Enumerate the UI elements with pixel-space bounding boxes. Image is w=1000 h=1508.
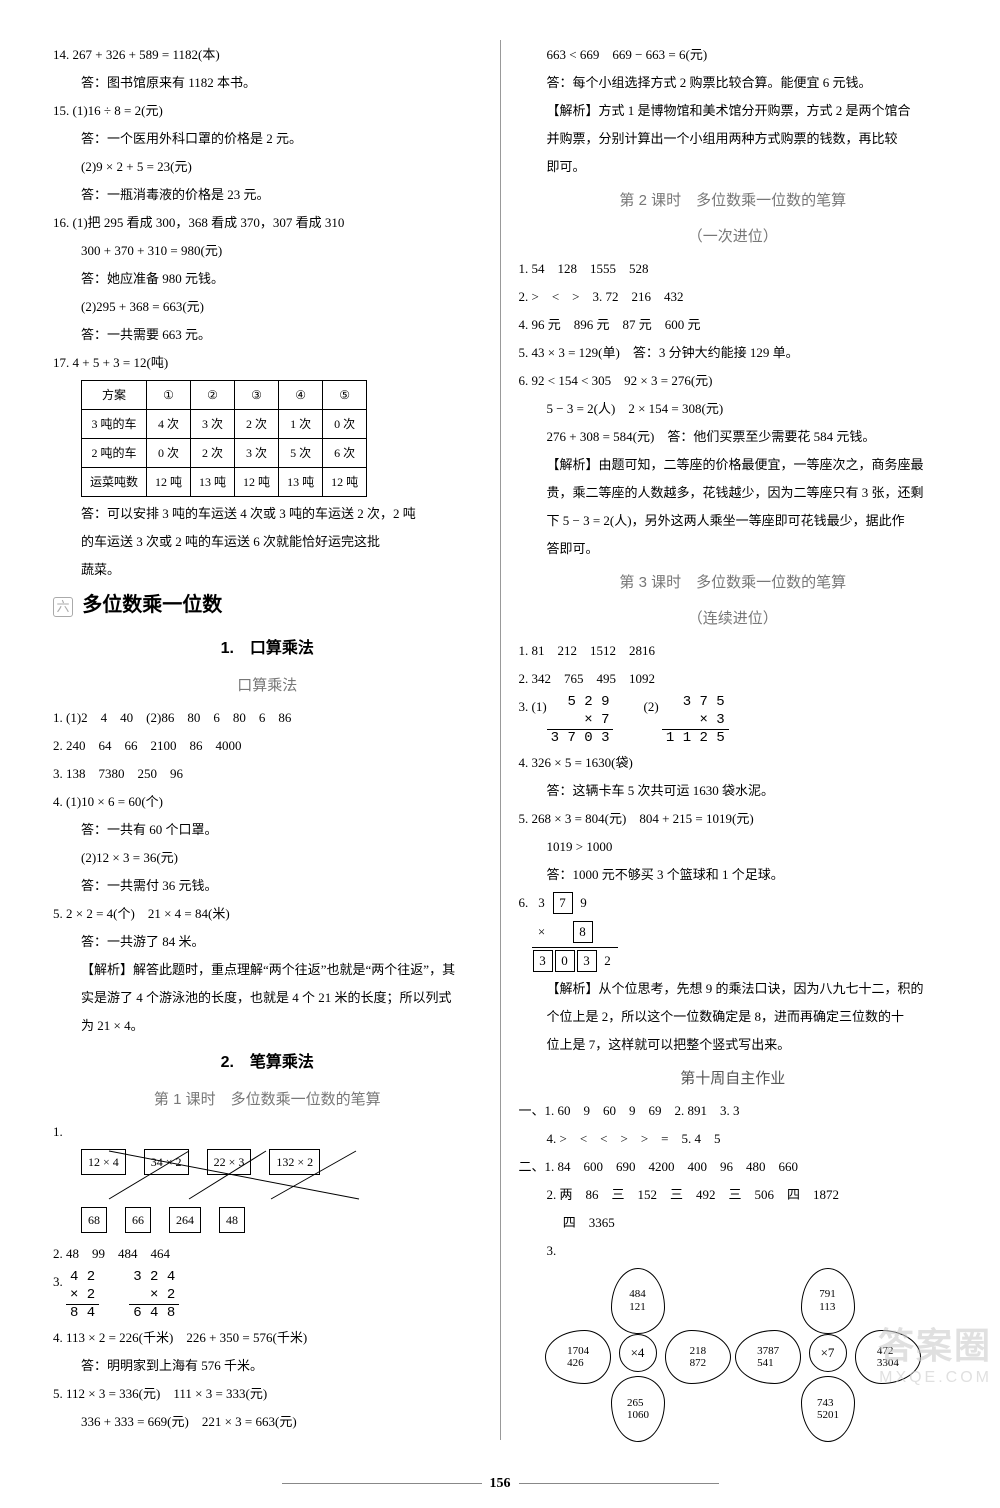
answer-line: 答：每个小组选择方式 2 购票比较合算。能便宜 6 元钱。 — [519, 70, 948, 96]
match-chip: 68 — [81, 1207, 107, 1233]
answer-line: 4. > < < > > = 5. 4 5 — [519, 1126, 948, 1152]
r-h3a: 第 3 课时 多位数乘一位数的笔算 — [519, 568, 948, 598]
answer-line: 14. 267 + 326 + 589 = 1182(本) — [53, 42, 482, 68]
answer-line: 【解析】由题可知，二等座的价格最便宜，一等座次之，商务座最 — [519, 452, 948, 478]
answer-line: 300 + 370 + 310 = 980(元) — [53, 238, 482, 264]
answer-line: 的车运送 3 次或 2 吨的车运送 6 次就能恰好运完这批 — [53, 529, 482, 555]
r-h2b: （一次进位） — [519, 222, 948, 252]
flower-label: 3. — [547, 1243, 557, 1258]
answer-line: 答：1000 元不够买 3 个篮球和 1 个足球。 — [519, 862, 948, 888]
answer-line: 蔬菜。 — [53, 557, 482, 583]
answer-line: 5. 43 × 3 = 129(单) 答：3 分钟大约能接 129 单。 — [519, 340, 948, 366]
answer-line: 2. 48 99 484 464 — [53, 1241, 482, 1267]
r-h2a: 第 2 课时 多位数乘一位数的笔算 — [519, 186, 948, 216]
answer-line: 并购票，分别计算出一个小组用两种方式购票的钱数，再比较 — [519, 126, 948, 152]
answer-line: 3. 138 7380 250 96 — [53, 761, 482, 787]
answer-line: 答：这辆卡车 5 次共可运 1630 袋水泥。 — [519, 778, 948, 804]
answer-line: 4. (1)10 × 6 = 60(个) — [53, 789, 482, 815]
sub2-sub: 第 1 课时 多位数乘一位数的笔算 — [53, 1085, 482, 1115]
answer-line: 即可。 — [519, 154, 948, 180]
answer-line: 位上是 7，这样就可以把整个竖式写出来。 — [519, 1032, 948, 1058]
answer-line: 答：一瓶消毒液的价格是 23 元。 — [53, 182, 482, 208]
r-h3b: （连续进位） — [519, 604, 948, 634]
answer-line: 336 + 333 = 669(元) 221 × 3 = 663(元) — [53, 1409, 482, 1435]
answer-line: 5 − 3 = 2(人) 2 × 154 = 308(元) — [519, 396, 948, 422]
fill-box-problem: 6. 379×83032 — [519, 890, 948, 974]
answer-line: 个位上是 2，所以这个一位数确定是 8，进而再确定三位数的十 — [519, 1004, 948, 1030]
sub2-title: 2. 笔算乘法 — [53, 1047, 482, 1079]
answer-line: 四 3365 — [519, 1210, 948, 1236]
answer-line: 【解析】方式 1 是博物馆和美术馆分开购票，方式 2 是两个馆合 — [519, 98, 948, 124]
answer-line: 5. 268 × 3 = 804(元) 804 + 215 = 1019(元) — [519, 806, 948, 832]
answer-line: 16. (1)把 295 看成 300，368 看成 370，307 看成 31… — [53, 210, 482, 236]
answer-line: 2. 240 64 66 2100 86 4000 — [53, 733, 482, 759]
vehicle-table: 方案①②③④⑤3 吨的车4 次3 次2 次1 次0 次2 吨的车0 次2 次3 … — [81, 380, 367, 497]
section-title: 多位数乘一位数 — [82, 594, 222, 616]
answer-line: 答：一共需要 663 元。 — [53, 322, 482, 348]
match-chip: 66 — [125, 1207, 151, 1233]
section-row: 六 多位数乘一位数 — [53, 585, 482, 625]
page-number: 156 — [490, 1476, 511, 1492]
left-column: 14. 267 + 326 + 589 = 1182(本)答：图书馆原来有 11… — [35, 40, 500, 1440]
answer-line: 4. 326 × 5 = 1630(袋) — [519, 750, 948, 776]
answer-line: 二、1. 84 600 690 4200 400 96 480 660 — [519, 1154, 948, 1180]
hw-title: 第十周自主作业 — [519, 1064, 948, 1094]
answer-line: 1. (1)2 4 40 (2)86 80 6 80 6 86 — [53, 705, 482, 731]
answer-line: 实是游了 4 个游泳池的长度，也就是 4 个 21 米的长度；所以列式 — [53, 985, 482, 1011]
answer-line: 答：可以安排 3 吨的车运送 4 次或 3 吨的车运送 2 次，2 吨 — [53, 501, 482, 527]
vertical-arith-row: 3. (1)5 2 9× 73 7 0 3(2) 3 7 5× 31 1 2 5 — [519, 694, 948, 748]
match-lines — [81, 1149, 401, 1201]
answer-line: 答：一共需付 36 元钱。 — [53, 873, 482, 899]
answer-line: 答即可。 — [519, 536, 948, 562]
answer-line: 1. 81 212 1512 2816 — [519, 638, 948, 664]
answer-line: 4. 96 元 896 元 87 元 600 元 — [519, 312, 948, 338]
answer-line: 276 + 308 = 584(元) 答：他们买票至少需要花 584 元钱。 — [519, 424, 948, 450]
flower-row: 3. 48412117044262188722651060×4791113378… — [519, 1238, 948, 1438]
answer-line: 答：图书馆原来有 1182 本书。 — [53, 70, 482, 96]
answer-line: 答：一共游了 84 米。 — [53, 929, 482, 955]
vertical-arith-row: 3. 4 2× 28 43 2 4× 26 4 8 — [53, 1269, 482, 1323]
answer-line: 贵，乘二等座的人数越多，花钱越少，因为二等座只有 3 张，还剩 — [519, 480, 948, 506]
answer-line: 为 21 × 4。 — [53, 1013, 482, 1039]
match-chip: 264 — [169, 1207, 201, 1233]
answer-line: 4. 113 × 2 = 226(千米) 226 + 350 = 576(千米) — [53, 1325, 482, 1351]
page-number-row: 156 — [0, 1476, 1000, 1492]
answer-line: 2. 两 86 三 152 三 492 三 506 四 1872 — [519, 1182, 948, 1208]
answer-line: 一、1. 60 9 60 9 69 2. 891 3. 3 — [519, 1098, 948, 1124]
answer-line: 答：她应准备 980 元钱。 — [53, 266, 482, 292]
answer-line: 【解析】从个位思考，先想 9 的乘法口诀，因为八九七十二，积的 — [519, 976, 948, 1002]
answer-line: 答：明明家到上海有 576 千米。 — [53, 1353, 482, 1379]
flower-diagram: 48412117044262188722651060×4 — [547, 1268, 727, 1438]
answer-line: 17. 4 + 5 + 3 = 12(吨) — [53, 350, 482, 376]
sub1-sub: 口算乘法 — [53, 671, 482, 701]
answer-line: 2. 342 765 495 1092 — [519, 666, 948, 692]
answer-line: 下 5 − 3 = 2(人)，另外这两人乘坐一等座即可花钱最少，据此作 — [519, 508, 948, 534]
right-column: 663 < 669 669 − 663 = 6(元)答：每个小组选择方式 2 购… — [501, 40, 966, 1440]
answer-line: (2)295 + 368 = 663(元) — [53, 294, 482, 320]
flower-diagram: 791113378754147233047435201×7 — [737, 1268, 917, 1438]
answer-line: 答：一个医用外科口罩的价格是 2 元。 — [53, 126, 482, 152]
match-problem: 1. 12 × 434 × 222 × 3132 × 2 686626448 — [53, 1119, 482, 1239]
answer-line: (2)12 × 3 = 36(元) — [53, 845, 482, 871]
answer-line: 答：一共有 60 个口罩。 — [53, 817, 482, 843]
match-chip: 48 — [219, 1207, 245, 1233]
answer-line: 663 < 669 669 − 663 = 6(元) — [519, 42, 948, 68]
answer-line: 2. > < > 3. 72 216 432 — [519, 284, 948, 310]
answer-line: (2)9 × 2 + 5 = 23(元) — [53, 154, 482, 180]
sub1-title: 1. 口算乘法 — [53, 633, 482, 665]
answer-line: 6. 92 < 154 < 305 92 × 3 = 276(元) — [519, 368, 948, 394]
answer-line: 【解析】解答此题时，重点理解“两个往返”也就是“两个往返”，其 — [53, 957, 482, 983]
section-badge: 六 — [53, 597, 73, 617]
answer-line: 15. (1)16 ÷ 8 = 2(元) — [53, 98, 482, 124]
answer-line: 5. 2 × 2 = 4(个) 21 × 4 = 84(米) — [53, 901, 482, 927]
answer-line: 1019 > 1000 — [519, 834, 948, 860]
answer-line: 5. 112 × 3 = 336(元) 111 × 3 = 333(元) — [53, 1381, 482, 1407]
answer-line: 1. 54 128 1555 528 — [519, 256, 948, 282]
